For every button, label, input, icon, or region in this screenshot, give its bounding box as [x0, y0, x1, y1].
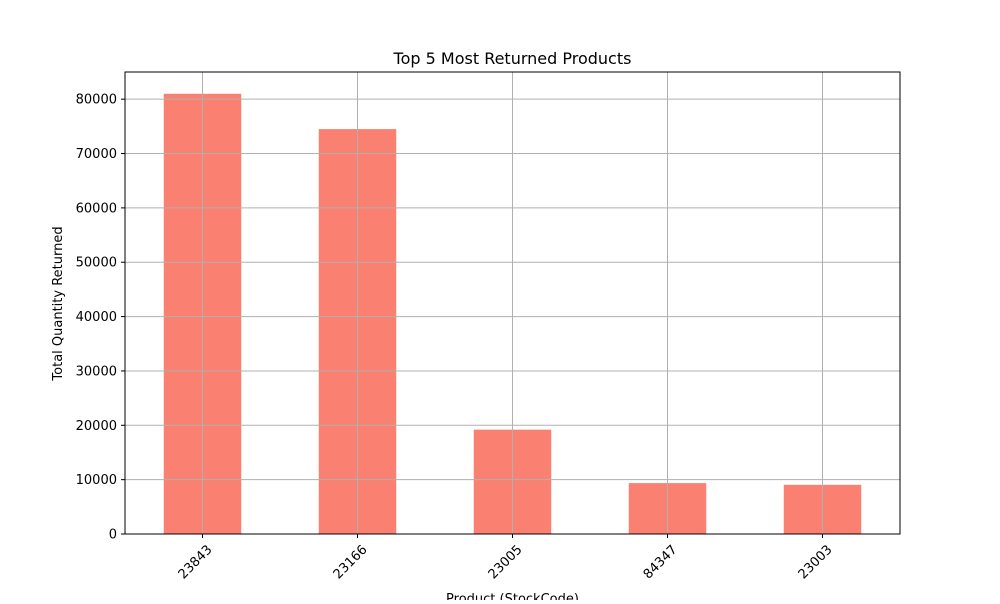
- y-tick-label: 40000: [76, 310, 117, 325]
- x-axis-label: Product (StockCode): [446, 592, 579, 600]
- y-tick-label: 30000: [76, 364, 117, 379]
- y-tick-label: 50000: [76, 256, 117, 271]
- y-tick-label: 80000: [76, 93, 117, 108]
- y-tick-label: 60000: [76, 201, 117, 216]
- y-tick-label: 10000: [76, 473, 117, 488]
- y-tick-label: 70000: [76, 147, 117, 162]
- x-tick-label: 23005: [486, 542, 526, 582]
- chart-title: Top 5 Most Returned Products: [393, 49, 632, 68]
- x-tick-label: 23166: [331, 542, 371, 582]
- x-tick-label: 23843: [176, 542, 216, 582]
- y-tick-label: 20000: [76, 419, 117, 434]
- y-axis-label: Total Quantity Returned: [51, 226, 66, 381]
- x-tick-label: 23003: [796, 542, 836, 582]
- plot-frame: [124, 71, 901, 535]
- x-tick-label: 84347: [641, 542, 681, 582]
- plot-area: 0 10000 20000 30000 40000 50000 60000 70000 8000…: [76, 71, 901, 582]
- y-tick-label: 0: [109, 528, 117, 543]
